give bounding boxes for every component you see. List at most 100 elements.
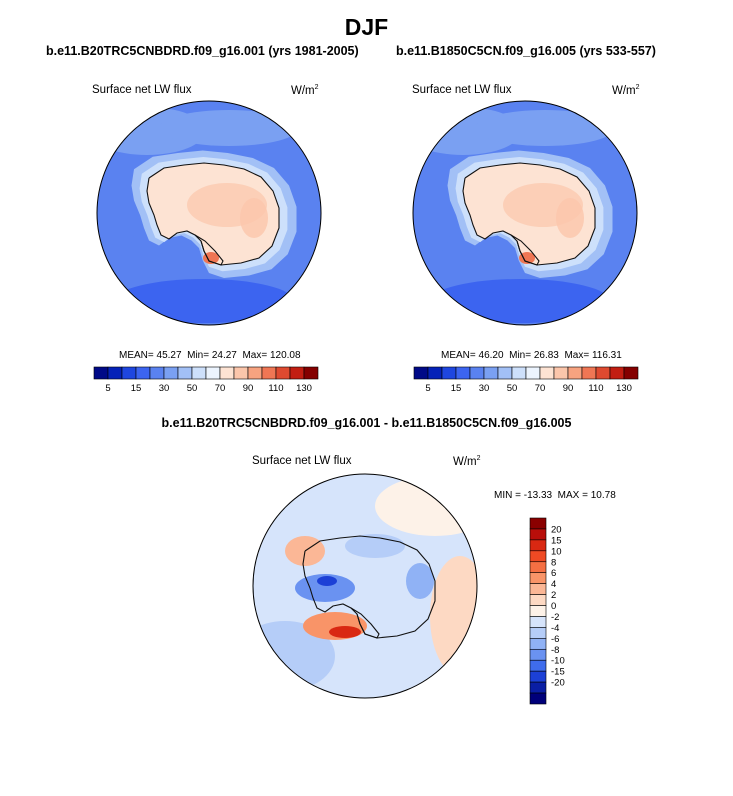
max-label: Max= xyxy=(242,350,268,361)
colorbar-tick-label: 15 xyxy=(131,383,142,394)
min-value: 24.27 xyxy=(211,350,237,361)
colorbar: 5 15 30 50 70 90 110 130 xyxy=(93,366,319,394)
ocean-patch xyxy=(430,279,610,323)
field-max xyxy=(329,626,361,638)
map-border xyxy=(96,100,322,326)
colorbar-tick-label: -6 xyxy=(551,634,559,645)
colorbar: 5 15 30 50 70 90 110 130 xyxy=(413,366,639,394)
colorbar-tick-label: 6 xyxy=(551,568,556,579)
ocean-patch xyxy=(413,178,452,258)
max-label: Max= xyxy=(564,350,590,361)
panel-1-stats: MEAN= 45.27 Min= 24.27 Max= 120.08 xyxy=(119,350,301,361)
colorbar-swatch xyxy=(595,366,611,380)
min-value: 26.83 xyxy=(533,350,559,361)
colorbar-swatch xyxy=(441,366,457,380)
mean-label: MEAN= xyxy=(441,350,476,361)
diff-stats: MIN = -13.33 MAX = 10.78 xyxy=(494,490,616,501)
map-diff xyxy=(252,473,478,699)
colorbar-swatch xyxy=(529,550,547,563)
colorbar-tick-label: 110 xyxy=(268,383,283,394)
colorbar-swatch xyxy=(529,681,547,694)
map-field xyxy=(97,101,321,325)
colorbar-swatch xyxy=(529,605,547,617)
colorbar-swatch xyxy=(525,366,541,380)
colorbar-swatch xyxy=(247,366,263,380)
panel-2-units: W/m2 xyxy=(612,84,640,97)
colorbar-tick-label: 15 xyxy=(451,383,462,394)
colorbar-swatch xyxy=(529,594,547,606)
colorbar-tick-label: 15 xyxy=(551,535,562,546)
max-label: MAX = xyxy=(557,490,588,501)
ocean-patch xyxy=(114,279,294,323)
colorbar-swatch xyxy=(205,366,221,380)
map-field xyxy=(413,101,637,325)
colorbar-swatch xyxy=(553,366,569,380)
continent-patch xyxy=(240,198,268,238)
colorbar-swatch xyxy=(93,366,109,380)
colorbar-swatch xyxy=(529,616,547,628)
min-value: -13.33 xyxy=(523,490,553,501)
colorbar-tick-label: 90 xyxy=(563,383,574,394)
colorbar-tick-label: 50 xyxy=(507,383,518,394)
colorbar-swatch xyxy=(529,659,547,672)
colorbar-swatch xyxy=(529,648,547,661)
colorbar-tick-label: 110 xyxy=(588,383,603,394)
map-panel-2 xyxy=(412,100,638,326)
colorbar-tick-label: 0 xyxy=(551,601,556,612)
colorbar-swatch xyxy=(177,366,193,380)
max-value: 116.31 xyxy=(591,350,622,361)
colorbar-swatch xyxy=(469,366,485,380)
colorbar-swatch xyxy=(529,528,547,541)
colorbar-tick-label: 2 xyxy=(551,590,556,601)
colorbar-swatch xyxy=(219,366,235,380)
colorbar-tick-label: -8 xyxy=(551,645,559,656)
colorbar-tick-label: -2 xyxy=(551,612,559,623)
colorbar-swatch xyxy=(567,366,583,380)
colorbar-swatch xyxy=(529,692,547,705)
colorbar-tick-label: 130 xyxy=(296,383,312,394)
colorbar-tick-label: 70 xyxy=(535,383,546,394)
colorbar-swatch xyxy=(261,366,277,380)
colorbar-tick-label: 130 xyxy=(616,383,632,394)
map-panel-1 xyxy=(96,100,322,326)
mean-label: MEAN= xyxy=(119,350,154,361)
min-label: MIN = xyxy=(494,490,521,501)
ocean-patch xyxy=(475,110,615,146)
diff-title: b.e11.B20TRC5CNBDRD.f09_g16.001 - b.e11.… xyxy=(161,416,572,430)
colorbar-swatch xyxy=(529,583,547,595)
colorbar-swatch xyxy=(609,366,625,380)
colorbar-swatch xyxy=(275,366,291,380)
colorbar-swatch xyxy=(529,539,547,552)
peninsula-max xyxy=(519,252,535,264)
colorbar-swatch xyxy=(539,366,555,380)
panel-2-variable: Surface net LW flux xyxy=(412,84,512,96)
field-min xyxy=(295,574,355,602)
coastline-peninsula xyxy=(510,234,540,266)
colorbar-tick-label: 50 xyxy=(187,383,198,394)
colorbar-swatch xyxy=(497,366,513,380)
colorbar-swatch xyxy=(529,572,547,584)
colorbar-tick-label: 8 xyxy=(551,557,556,568)
colorbar-tick-label: 30 xyxy=(159,383,170,394)
coastline-peninsula xyxy=(194,234,224,266)
colorbar-swatch xyxy=(529,627,547,639)
colorbar-swatch xyxy=(149,366,165,380)
mean-value: 45.27 xyxy=(156,350,182,361)
max-value: 120.08 xyxy=(269,350,301,361)
colorbar-swatch xyxy=(107,366,123,380)
colorbar-swatch xyxy=(121,366,137,380)
map-border xyxy=(412,100,638,326)
panel-1-title: b.e11.B20TRC5CNBDRD.f09_g16.001 (yrs 198… xyxy=(46,44,359,58)
field-patch xyxy=(375,476,477,536)
peninsula-max xyxy=(203,252,219,264)
colorbar-swatch xyxy=(413,366,429,380)
colorbar-tick-label: -4 xyxy=(551,623,559,634)
colorbar-swatch xyxy=(529,670,547,683)
diff-units: W/m2 xyxy=(453,455,481,468)
colorbar-tick-label: 90 xyxy=(243,383,254,394)
colorbar-swatch xyxy=(529,561,547,574)
field-patch xyxy=(430,556,477,676)
diff-variable: Surface net LW flux xyxy=(252,455,352,467)
